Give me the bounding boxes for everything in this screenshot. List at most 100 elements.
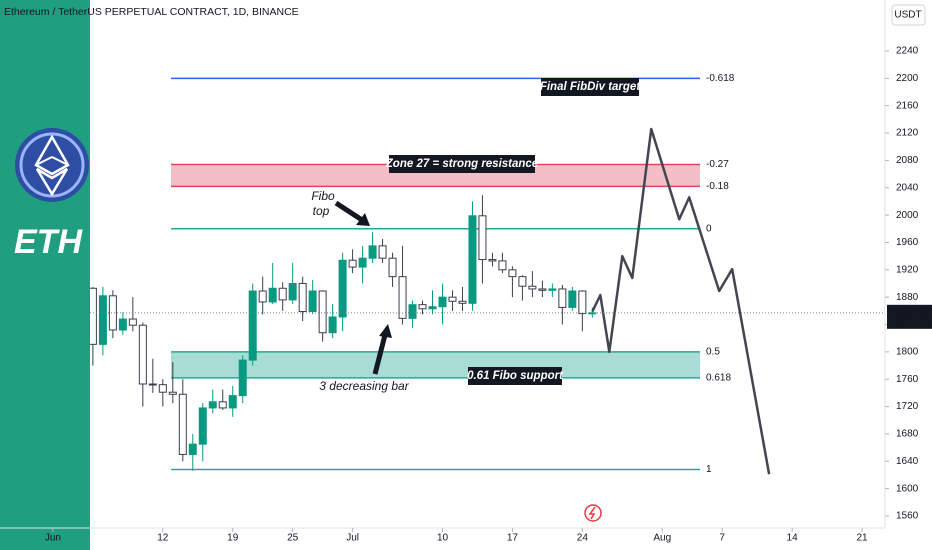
annotation: 0.61 Fibo support bbox=[467, 370, 564, 382]
candle-body bbox=[248, 290, 257, 361]
candle-body bbox=[288, 282, 297, 301]
candle-body bbox=[378, 245, 387, 259]
y-tick-label: 2000 bbox=[896, 210, 919, 221]
fib-label: -0.618 bbox=[706, 73, 735, 84]
x-tick-label: 17 bbox=[507, 533, 519, 544]
candle-body bbox=[468, 215, 477, 304]
candle-body bbox=[128, 318, 137, 326]
candle-body bbox=[158, 384, 167, 393]
candle-body bbox=[498, 260, 507, 271]
y-tick-label: 1760 bbox=[896, 374, 919, 385]
projection-line bbox=[591, 127, 771, 475]
x-tick-label: Jul bbox=[346, 533, 359, 544]
note: 3 decreasing bar bbox=[319, 379, 409, 393]
fib-label: 0.5 bbox=[706, 347, 720, 358]
y-tick-label: 2120 bbox=[896, 128, 919, 139]
x-tick-label: 7 bbox=[719, 533, 725, 544]
candle-body bbox=[188, 443, 197, 455]
candle-body bbox=[358, 257, 367, 268]
side-panel bbox=[0, 0, 90, 550]
y-tick-label: 1600 bbox=[896, 483, 919, 494]
fib-label: -0.18 bbox=[706, 181, 729, 192]
candle-body bbox=[418, 304, 427, 310]
y-tick-label: 1800 bbox=[896, 347, 919, 358]
currency-box[interactable] bbox=[891, 4, 926, 26]
candle-body bbox=[108, 295, 117, 331]
candle-body bbox=[458, 300, 467, 304]
fib-zone bbox=[171, 164, 700, 187]
annotation-box bbox=[468, 367, 562, 385]
candle-body bbox=[328, 316, 337, 334]
y-tick-label: 1640 bbox=[896, 456, 919, 467]
candle-body bbox=[488, 259, 497, 262]
y-tick-label: 1880 bbox=[896, 292, 919, 303]
alert-icon[interactable] bbox=[584, 504, 602, 522]
candle-body bbox=[218, 401, 227, 409]
fib-zone bbox=[171, 351, 700, 378]
candle-body bbox=[308, 290, 317, 313]
y-tick-label: 2200 bbox=[896, 73, 919, 84]
x-tick-label: 14 bbox=[787, 533, 799, 544]
candle-body bbox=[528, 285, 537, 290]
candle-body bbox=[428, 306, 437, 310]
candle-body bbox=[548, 288, 557, 291]
annotation-box bbox=[389, 155, 535, 173]
annotation-box bbox=[541, 78, 639, 96]
eth-logo bbox=[15, 128, 89, 202]
badge: ETH bbox=[14, 223, 83, 261]
fib-label: 0 bbox=[706, 223, 712, 234]
candle-body bbox=[178, 393, 187, 455]
y-tick-label: 2240 bbox=[896, 46, 919, 57]
x-tick-label: 12 bbox=[157, 533, 169, 544]
candle-body bbox=[408, 304, 417, 319]
plot-area: -0.618 -0.27 -0.18 0 0.5 0.618 1 bbox=[0, 73, 885, 475]
candle-body bbox=[258, 290, 267, 303]
x-tick-label: Jun bbox=[45, 533, 61, 544]
candle-body bbox=[298, 282, 307, 313]
x-tick-label: 21 bbox=[856, 533, 868, 544]
x-tick-label: Aug bbox=[653, 533, 671, 544]
candle-body bbox=[478, 215, 487, 261]
candle-body bbox=[338, 259, 347, 318]
candle-body bbox=[568, 290, 577, 308]
candle-body bbox=[138, 324, 147, 385]
x-tick-label: 25 bbox=[287, 533, 299, 544]
candle-body bbox=[538, 288, 547, 291]
chart-title: Ethereum / TetherUS PERPETUAL CONTRACT, … bbox=[4, 6, 299, 18]
note: Fibo bbox=[311, 189, 335, 203]
y-tick-label: 1680 bbox=[896, 429, 919, 440]
annotation: Final FibDiv target bbox=[540, 81, 641, 93]
arrows bbox=[334, 200, 392, 375]
y-tick-label: 1960 bbox=[896, 237, 919, 248]
x-tick-label: 19 bbox=[227, 533, 239, 544]
currency: USDT bbox=[894, 10, 921, 21]
candle-body bbox=[88, 287, 97, 345]
candle-body bbox=[278, 287, 287, 301]
candle-body bbox=[518, 276, 527, 287]
candle-body bbox=[448, 296, 457, 302]
candle-body bbox=[148, 383, 157, 386]
candle-body bbox=[118, 318, 127, 331]
y-tick-label: 2160 bbox=[896, 100, 919, 111]
candle-body bbox=[268, 287, 277, 303]
fib-label: -0.27 bbox=[706, 159, 729, 170]
candle-body bbox=[208, 401, 217, 409]
candle-body bbox=[98, 295, 107, 345]
y-tick-label: 2080 bbox=[896, 155, 919, 166]
countdown: 10:27:26 bbox=[894, 316, 932, 327]
fib-label: 0.618 bbox=[706, 372, 731, 383]
y-tick-label: 1720 bbox=[896, 401, 919, 412]
candle-body bbox=[578, 290, 587, 315]
last-price-box bbox=[887, 304, 932, 329]
candle-body bbox=[198, 407, 207, 445]
candle-body bbox=[348, 259, 357, 268]
annotation: Zone 27 = strong resistance bbox=[385, 158, 539, 170]
candle-body bbox=[388, 257, 397, 278]
candle-body bbox=[168, 391, 177, 395]
y-tick-label: 2040 bbox=[896, 182, 919, 193]
candle-body bbox=[368, 245, 377, 259]
candle-body bbox=[228, 395, 237, 409]
candle-body bbox=[238, 359, 247, 397]
